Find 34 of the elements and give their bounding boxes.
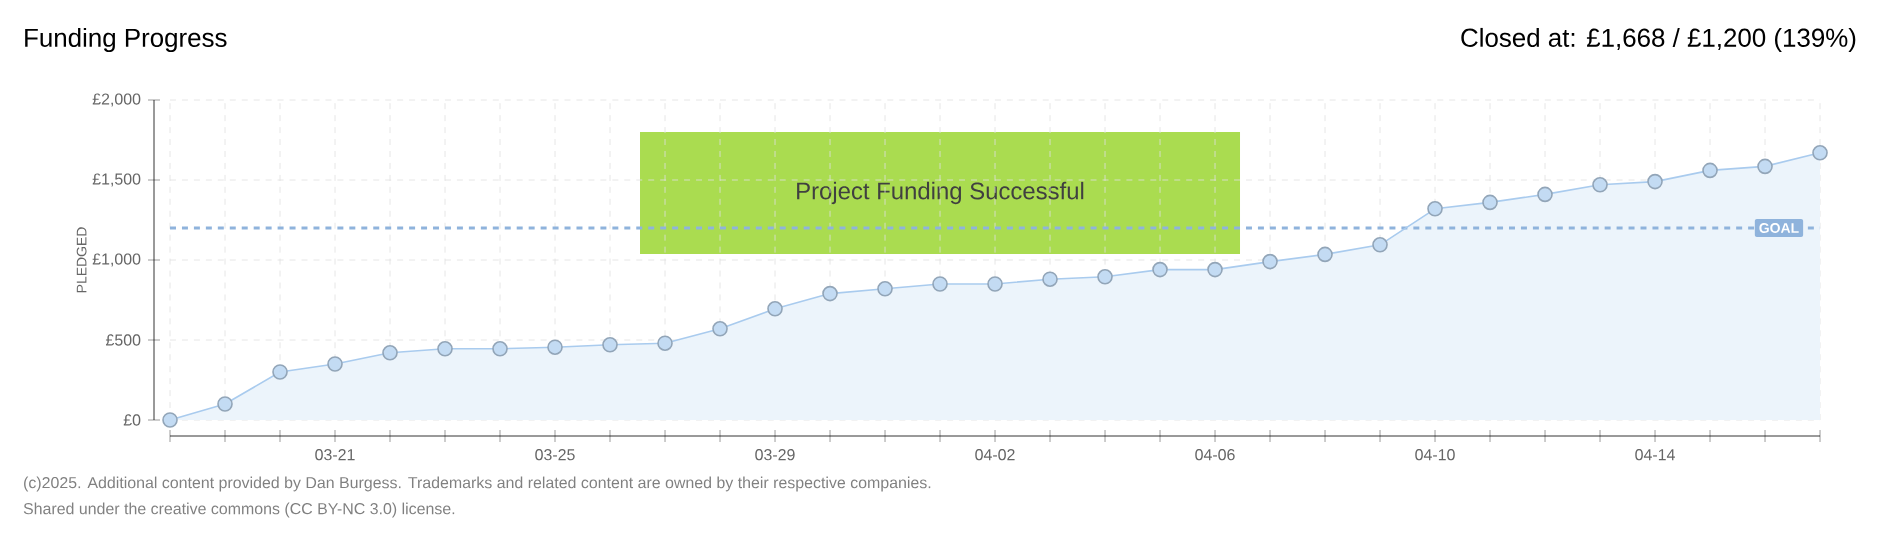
- point: [1427, 201, 1443, 217]
- point: [602, 337, 618, 353]
- point: [1757, 158, 1773, 175]
- point: [932, 276, 948, 292]
- point: [437, 341, 453, 357]
- point: [1317, 246, 1333, 263]
- point: [1537, 186, 1553, 203]
- chart-subtitle: Closed at: £1,668 / £1,200 (139%): [1461, 27, 1856, 53]
- point: [547, 339, 563, 355]
- chart-title: Funding Progress: [25, 27, 227, 53]
- point: [1812, 145, 1828, 161]
- point: [1482, 194, 1498, 211]
- point: [877, 281, 893, 297]
- point: [1097, 269, 1113, 285]
- point: [1702, 162, 1718, 179]
- point: [1592, 177, 1608, 193]
- point: [1647, 173, 1663, 190]
- point: [822, 285, 838, 302]
- point: [987, 276, 1003, 292]
- point: [217, 396, 233, 412]
- point: [1262, 253, 1278, 270]
- point: [1042, 271, 1058, 287]
- point: [272, 364, 288, 380]
- point: [162, 412, 178, 428]
- annotation: Project Funding Successful: [797, 181, 1084, 205]
- point: [382, 345, 398, 361]
- point: [492, 341, 508, 357]
- point: [712, 321, 728, 337]
- point: [327, 356, 343, 372]
- point: [1152, 261, 1168, 278]
- point: [657, 335, 673, 351]
- point: [1372, 237, 1388, 253]
- point: [1207, 261, 1223, 278]
- point: [767, 301, 783, 317]
